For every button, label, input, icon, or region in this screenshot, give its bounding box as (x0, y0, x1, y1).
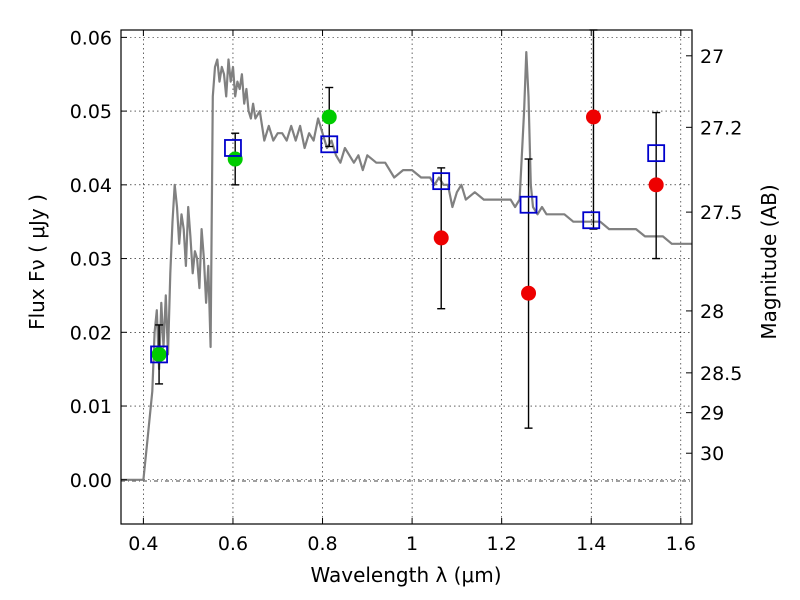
x-tick-label: 1.6 (666, 533, 696, 555)
x-tick-label: 0.6 (218, 533, 248, 555)
red-data-point (433, 230, 449, 246)
y2-tick-label: 29 (700, 403, 724, 425)
model-photometry-square (519, 195, 538, 214)
green-data-point (321, 109, 337, 125)
y2-tick-label: 27.5 (700, 202, 742, 224)
y-tick-label: 0.03 (70, 249, 112, 271)
x-axis-label: Wavelength λ (μm) (310, 563, 501, 587)
model-sed-line (121, 51, 692, 481)
red-data-point (521, 285, 537, 301)
y-tick-label: 0.04 (70, 175, 112, 197)
plot-frame (120, 29, 693, 525)
model-photometry-square (647, 144, 666, 163)
model-photometry-square (582, 211, 601, 230)
model-photometry-square (320, 135, 339, 154)
y-tick-label: 0.06 (70, 27, 112, 49)
y2-tick-label: 27.2 (700, 117, 742, 139)
plot-area (121, 29, 692, 481)
x-tick-label: 1.2 (487, 533, 517, 555)
model-photometry-square (224, 139, 242, 157)
y2-tick-label: 30 (700, 443, 724, 465)
x-tick-label: 0.4 (128, 533, 158, 555)
y-tick-label: 0.05 (70, 101, 112, 123)
x-tick-label: 1.4 (576, 533, 606, 555)
y2-axis-label: Magnitude (AB) (757, 184, 781, 339)
red-data-point (648, 177, 664, 193)
x-tick-label: 1 (406, 533, 418, 555)
y2-tick-label: 28.5 (700, 363, 742, 385)
y-axis-label: Flux Fν ( μJy ) (25, 194, 49, 330)
model-photometry-square (150, 345, 168, 364)
model-photometry-square (432, 172, 451, 191)
y-tick-label: 0.02 (70, 322, 112, 344)
red-data-point (585, 109, 601, 125)
green-data-point (151, 346, 167, 362)
y-tick-label: 0.00 (70, 470, 112, 492)
axis-ticks: 0.4 0.6 0.8 1 1.2 1.4 1.6 0.00 0.01 0.02 0.03 0.04 0… (70, 27, 743, 555)
y2-tick-label: 27 (700, 46, 724, 68)
y-tick-label: 0.01 (70, 396, 112, 418)
y2-tick-label: 28 (700, 301, 724, 323)
x-tick-label: 0.8 (307, 533, 337, 555)
